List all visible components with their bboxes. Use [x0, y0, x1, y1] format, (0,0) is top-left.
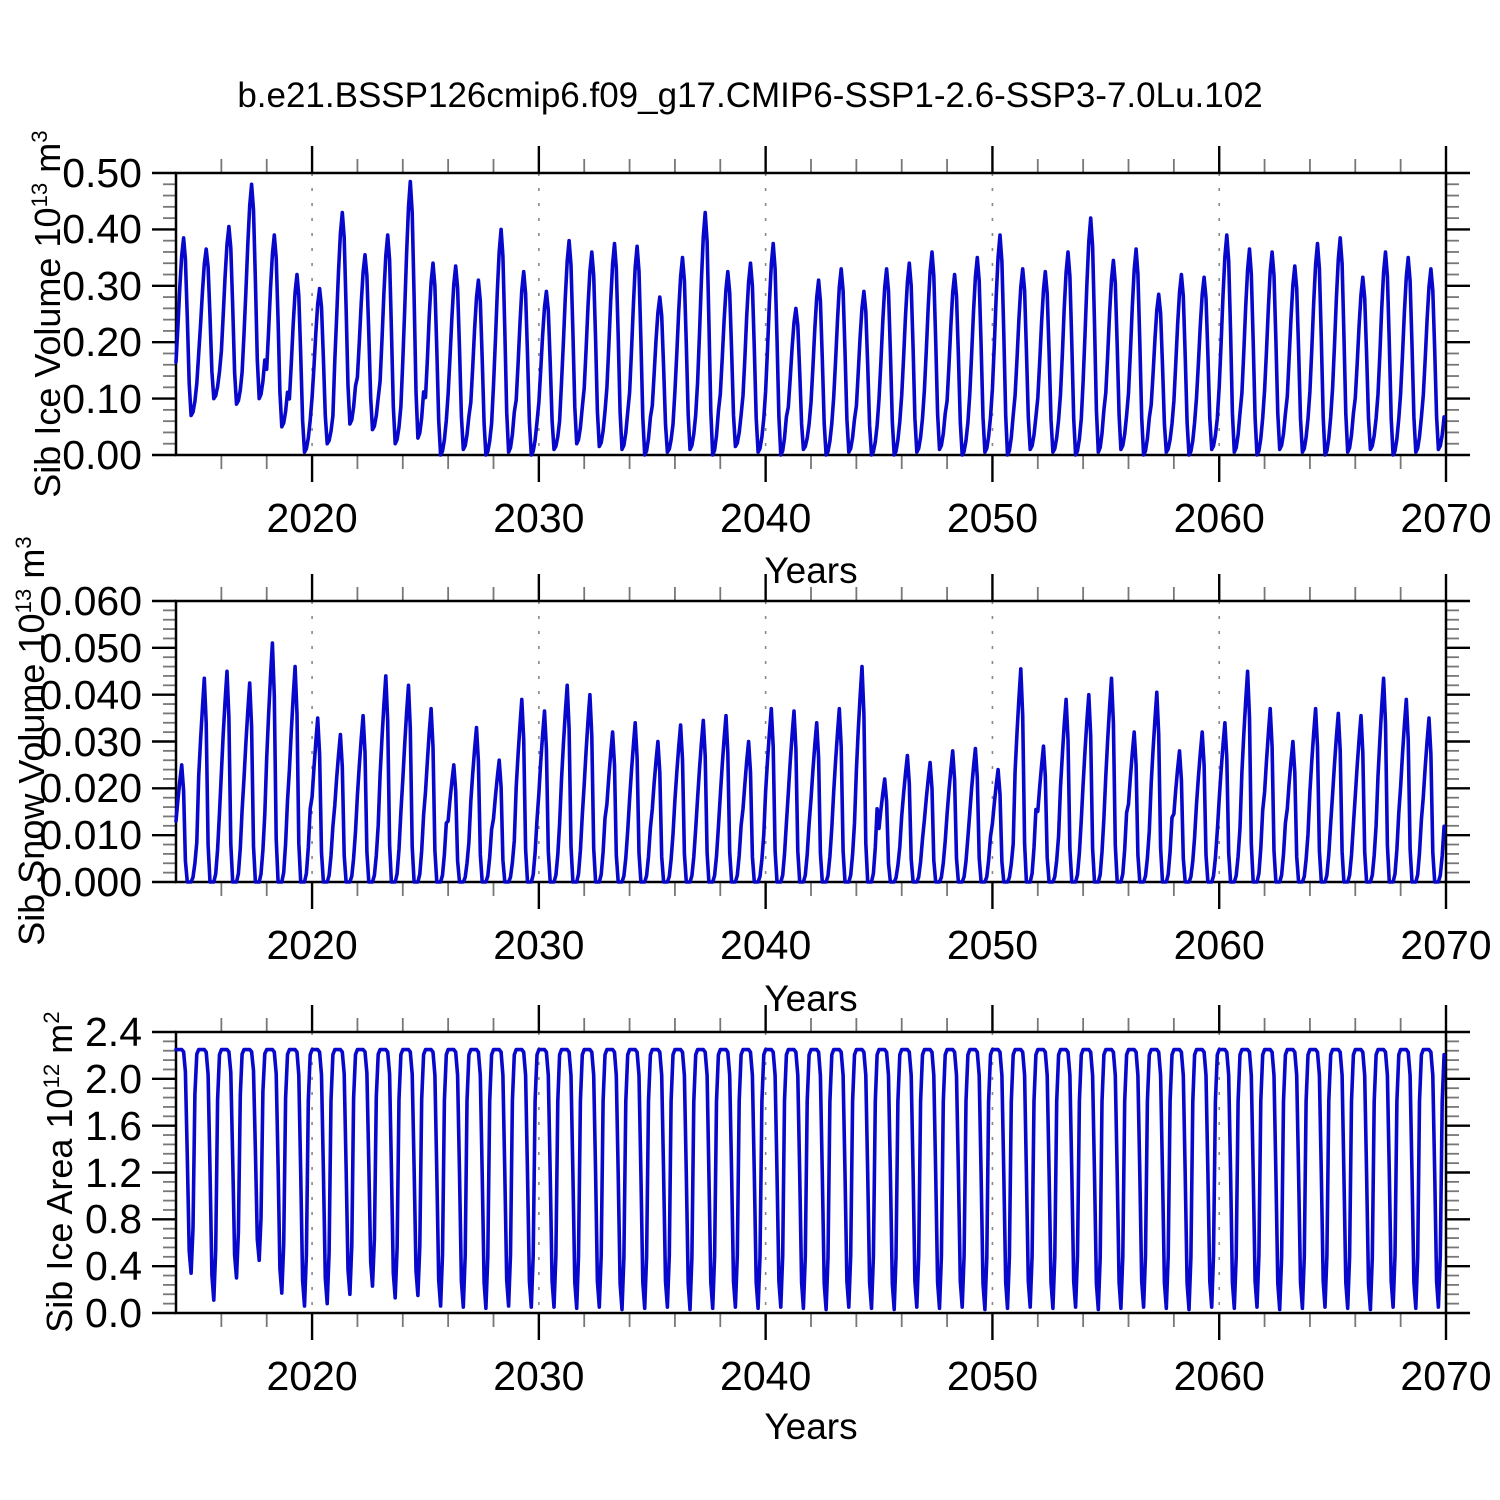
y-tick-label: 0.40 — [62, 206, 142, 253]
data-line-sib-ice-volume — [174, 179, 1446, 457]
x-tick-label: 2050 — [946, 1353, 1039, 1399]
y-tick-label: 1.6 — [85, 1102, 142, 1149]
y-tick-label: 2.4 — [85, 1009, 142, 1055]
data-line-sib-snow-volume — [174, 641, 1446, 884]
data-line-sib-ice-area — [174, 1047, 1446, 1312]
x-tick-label: 2040 — [720, 1353, 812, 1399]
y-tick-label: 0.10 — [62, 375, 142, 422]
y-tick-label: 0.010 — [39, 812, 142, 859]
figure-title: b.e21.BSSP126cmip6.f09_g17.CMIP6-SSP1-2.… — [237, 76, 1263, 115]
x-tick-label: 2030 — [493, 922, 585, 968]
x-tick-label: 2030 — [493, 1353, 585, 1399]
y-tick-label: 0.30 — [62, 262, 142, 309]
y-tick-label: 0.0 — [85, 1290, 142, 1336]
y-tick-label: 0.000 — [39, 859, 142, 905]
x-tick-label: 2020 — [266, 1353, 358, 1399]
x-tick-label: 2050 — [946, 495, 1039, 541]
y-tick-label: 2.0 — [85, 1055, 142, 1102]
x-tick-label: 2050 — [946, 922, 1039, 968]
x-tick-label: 2020 — [266, 495, 358, 541]
y-tick-label: 0.50 — [62, 150, 142, 196]
x-tick-label: 2040 — [720, 495, 812, 541]
y-tick-label: 0.020 — [39, 765, 142, 812]
y-tick-label: 0.4 — [85, 1243, 142, 1290]
y-tick-label: 0.20 — [62, 319, 142, 366]
x-tick-label: 2070 — [1400, 922, 1492, 968]
x-tick-label: 2060 — [1173, 1353, 1265, 1399]
y-tick-label: 0.060 — [39, 578, 142, 624]
x-tick-label: 2060 — [1173, 495, 1265, 541]
x-tick-label: 2070 — [1400, 495, 1492, 541]
x-tick-label: 2070 — [1400, 1353, 1492, 1399]
y-tick-label: 1.2 — [85, 1149, 142, 1196]
x-axis-title: Years — [764, 1406, 858, 1447]
y-tick-label: 0.030 — [39, 718, 142, 765]
y-tick-label: 0.050 — [39, 624, 142, 671]
plot-frame — [174, 171, 1448, 457]
y-tick-label: 0.8 — [85, 1196, 142, 1243]
x-tick-label: 2060 — [1173, 922, 1265, 968]
x-tick-label: 2030 — [493, 495, 585, 541]
y-tick-label: 0.040 — [39, 671, 142, 718]
plot-frame — [174, 1030, 1448, 1315]
plot-frame — [174, 599, 1448, 884]
y-tick-label: 0.00 — [62, 432, 142, 478]
x-axis-title: Years — [764, 978, 858, 1019]
x-axis-title: Years — [764, 550, 858, 591]
x-tick-label: 2020 — [266, 922, 358, 968]
x-tick-label: 2040 — [720, 922, 812, 968]
